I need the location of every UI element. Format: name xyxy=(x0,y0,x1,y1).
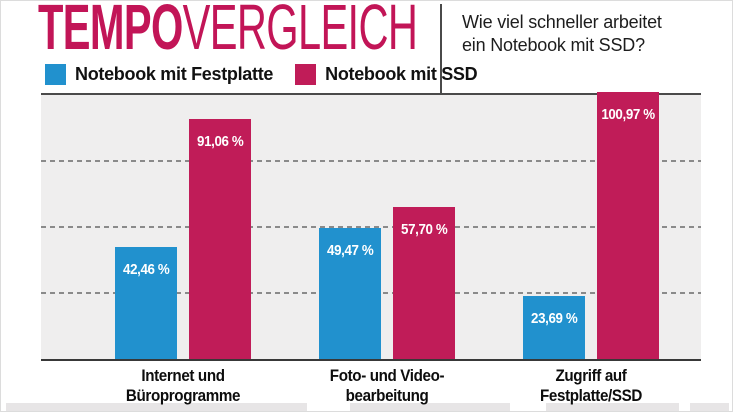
cutoff-stub-4 xyxy=(690,403,729,411)
bar-value-label: 42,46 % xyxy=(122,261,170,278)
gridline-75pct xyxy=(41,160,701,162)
legend-swatch-festplatte xyxy=(45,63,66,85)
subtitle-line-1: Wie viel schneller arbeitet xyxy=(462,12,662,32)
plot-area: 42,46 % 91,06 % 49,47 % 57,70 % 23,69 % 100,9… xyxy=(41,92,701,359)
category-label-3: Zugriff auf Festplatte/SSD xyxy=(523,366,659,406)
bar-group-2: 49,47 % 57,70 % xyxy=(319,95,455,359)
gridline-50pct xyxy=(41,226,701,228)
legend-swatch-ssd xyxy=(295,63,317,85)
title-tempo: TEMPO xyxy=(38,0,183,63)
category-label-line: Zugriff auf xyxy=(555,367,627,385)
bar-value-label: 57,70 % xyxy=(400,221,448,238)
subtitle-line-2: ein Notebook mit SSD? xyxy=(462,35,645,55)
bar-festplatte-3: 23,69 % xyxy=(523,296,585,359)
category-label-2: Foto- und Video-bearbeitung xyxy=(319,366,455,406)
bar-group-1: 42,46 % 91,06 % xyxy=(115,95,251,359)
bar-ssd-2: 57,70 % xyxy=(393,206,455,359)
category-label-1: Internet und Büroprogramme xyxy=(115,366,251,406)
category-label-line: Festplatte/SSD xyxy=(540,387,642,405)
bar-value-label: 23,69 % xyxy=(530,311,578,328)
category-label-line: bearbeitung xyxy=(345,387,429,405)
legend-label-ssd: Notebook mit SSD xyxy=(325,63,478,84)
bar-group-3: 23,69 % 100,97 % xyxy=(523,92,659,359)
cutoff-stub-3 xyxy=(546,403,679,411)
subtitle: Wie viel schneller arbeitet ein Notebook… xyxy=(462,11,662,57)
chart-top-axis-line xyxy=(41,93,701,95)
legend-label-festplatte: Notebook mit Festplatte xyxy=(75,63,274,84)
bar-ssd-1: 91,06 % xyxy=(189,118,251,359)
page-title: TEMPOVERGLEICH xyxy=(38,1,418,59)
bar-ssd-3: 100,97 % xyxy=(597,92,659,359)
legend: Notebook mit Festplatte Notebook mit SSD xyxy=(45,63,478,85)
bar-value-label: 49,47 % xyxy=(326,243,374,260)
chart-baseline xyxy=(41,359,701,361)
category-label-line: Foto- und Video- xyxy=(329,367,445,385)
cutoff-stub-2 xyxy=(350,403,510,411)
bar-value-label: 91,06 % xyxy=(196,133,244,150)
category-label-line: Büroprogramme xyxy=(125,387,241,405)
bar-festplatte-1: 42,46 % xyxy=(115,246,177,359)
header-divider xyxy=(440,4,442,93)
bar-festplatte-2: 49,47 % xyxy=(319,228,381,359)
bar-value-label: 100,97 % xyxy=(601,107,655,124)
title-vergleich: VERGLEICH xyxy=(182,0,418,63)
cutoff-stub-1 xyxy=(6,403,307,411)
category-label-line: Internet und xyxy=(141,367,225,385)
